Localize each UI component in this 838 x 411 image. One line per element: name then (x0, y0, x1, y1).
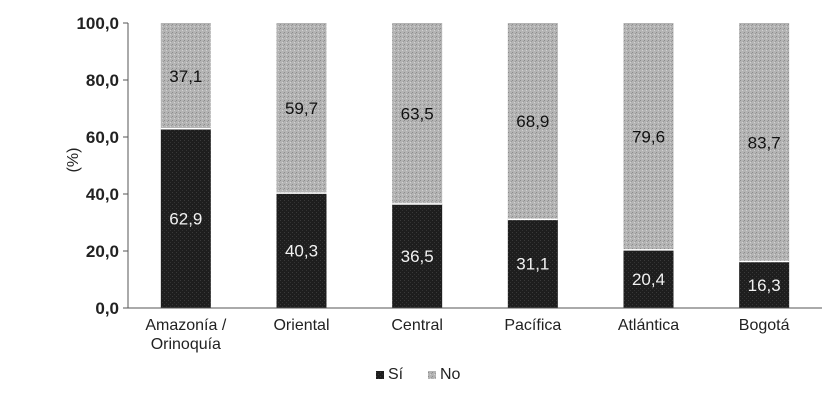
x-tick-label: Central (391, 317, 443, 334)
legend-label: Sí (388, 366, 404, 383)
bar-no (392, 23, 443, 204)
bar-si (507, 219, 558, 308)
x-tick-label: Amazonía / Orinoquía (145, 317, 226, 353)
bar-no (623, 23, 674, 250)
y-axis-title: (%) (65, 148, 82, 173)
data-label-si: 36,5 (401, 247, 434, 266)
y-tick-label: 20,0 (86, 242, 119, 261)
data-label-si: 31,1 (516, 255, 549, 274)
y-tick-label: 60,0 (86, 128, 119, 147)
x-tick-label: Oriental (273, 317, 329, 334)
bar-si (160, 128, 211, 308)
bar-no (160, 23, 211, 129)
bar-si (392, 203, 443, 308)
y-tick-label: 80,0 (86, 71, 119, 90)
data-label-si: 40,3 (285, 242, 318, 261)
y-tick-label: 100,0 (76, 14, 119, 33)
data-label-no: 83,7 (748, 133, 781, 152)
data-label-no: 63,5 (401, 104, 434, 123)
legend: Sí No (376, 366, 461, 383)
legend-swatch (376, 371, 384, 379)
x-tick-label: Bogotá (739, 317, 790, 334)
bar-si (276, 193, 327, 308)
data-label-no: 68,9 (516, 112, 549, 131)
x-axis: Amazonía / Orinoquía Oriental Central Pacífi… (128, 307, 822, 353)
data-label-si: 62,9 (169, 209, 202, 228)
x-tick-label: Pacífica (504, 317, 561, 334)
legend-label: No (440, 366, 461, 383)
bar-si (623, 249, 674, 308)
data-label-si: 20,4 (632, 270, 665, 289)
legend-swatch (428, 371, 436, 379)
data-label-si: 16,3 (748, 276, 781, 295)
data-label-no: 79,6 (632, 127, 665, 146)
y-tick-label: 40,0 (86, 185, 119, 204)
bars (160, 23, 790, 308)
bar-si (739, 261, 790, 308)
bar-no (276, 23, 327, 194)
x-tick-label: Atlántica (618, 317, 679, 334)
data-label-no: 59,7 (285, 99, 318, 118)
data-label-no: 37,1 (169, 67, 202, 86)
bar-no (739, 23, 790, 262)
bar-no (507, 23, 558, 220)
y-tick-label: 0,0 (95, 299, 119, 318)
data-labels: 62,9 37,1 40,3 59,7 36,5 63,5 31,1 68,9 20,4 79,6… (169, 67, 780, 295)
y-axis: 0,0 20,0 40,0 60,0 80,0 100,0 (76, 14, 129, 318)
